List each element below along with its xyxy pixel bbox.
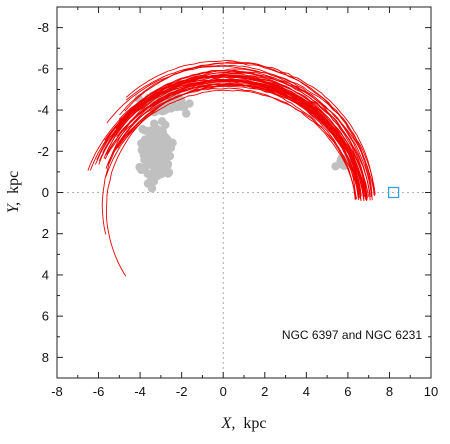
orbit-curve [116, 82, 367, 198]
sun-marker-layer [387, 186, 400, 199]
cluster-point [142, 150, 151, 160]
chart-annotation: NGC 6397 and NGC 6231 [282, 328, 422, 342]
y-tick-label: 2 [42, 226, 49, 241]
y-axis-unit: kpc [5, 171, 22, 194]
x-tick-label: -8 [51, 384, 63, 399]
x-tick-label: -6 [93, 384, 105, 399]
x-axis-unit: kpc [243, 415, 266, 432]
cluster-point [157, 117, 167, 126]
x-tick-label: 2 [261, 384, 268, 399]
cluster-point [143, 179, 153, 188]
x-axis-variable: X, [221, 415, 236, 432]
x-axis-ticks: -8 -6 -4 -2 0 2 4 6 8 10 [51, 7, 438, 399]
y-axis-variable: Y, [5, 202, 22, 213]
y-axis-ticks: -8 -6 -4 -2 0 2 4 6 8 [37, 20, 431, 365]
y-tick-label: 0 [42, 185, 49, 200]
cluster-point [163, 102, 173, 112]
y-tick-label: -4 [37, 103, 49, 118]
orbit-curve [125, 64, 371, 201]
y-tick-label: -2 [37, 144, 49, 159]
x-tick-label: -4 [134, 384, 146, 399]
cluster-point [182, 109, 191, 118]
x-tick-label: 8 [386, 384, 393, 399]
y-tick-label: 6 [42, 309, 49, 324]
cluster-point [158, 161, 167, 170]
cluster-point [146, 141, 155, 150]
cluster-point [160, 135, 169, 145]
y-tick-label: 8 [42, 350, 49, 365]
x-tick-label: -2 [176, 384, 188, 399]
y-tick-label: -6 [37, 61, 49, 76]
orbit-curve [125, 59, 372, 195]
y-tick-label: 4 [42, 267, 49, 282]
y-axis-title: Y, kpc [5, 171, 22, 214]
orbit-curve [112, 85, 365, 198]
cluster-point [155, 129, 165, 138]
x-tick-label: 0 [220, 384, 227, 399]
orbit-curve [89, 76, 370, 197]
orbit-curve [121, 89, 360, 196]
orbit-curve [106, 65, 368, 195]
x-axis-title: X, kpc [221, 415, 267, 432]
orbit-curves [87, 59, 376, 277]
x-tick-label: 4 [303, 384, 310, 399]
x-tick-label: 10 [424, 384, 438, 399]
cluster-point [155, 144, 165, 153]
cluster-point [185, 99, 194, 108]
y-tick-label: -8 [37, 20, 49, 35]
orbit-curve [104, 87, 358, 200]
cluster-point [140, 126, 150, 135]
sun-marker [387, 186, 400, 199]
cluster-point [153, 167, 162, 177]
x-tick-label: 6 [344, 384, 351, 399]
cluster-point [135, 162, 144, 172]
zero-lines [57, 7, 431, 378]
cluster-point [163, 169, 173, 178]
